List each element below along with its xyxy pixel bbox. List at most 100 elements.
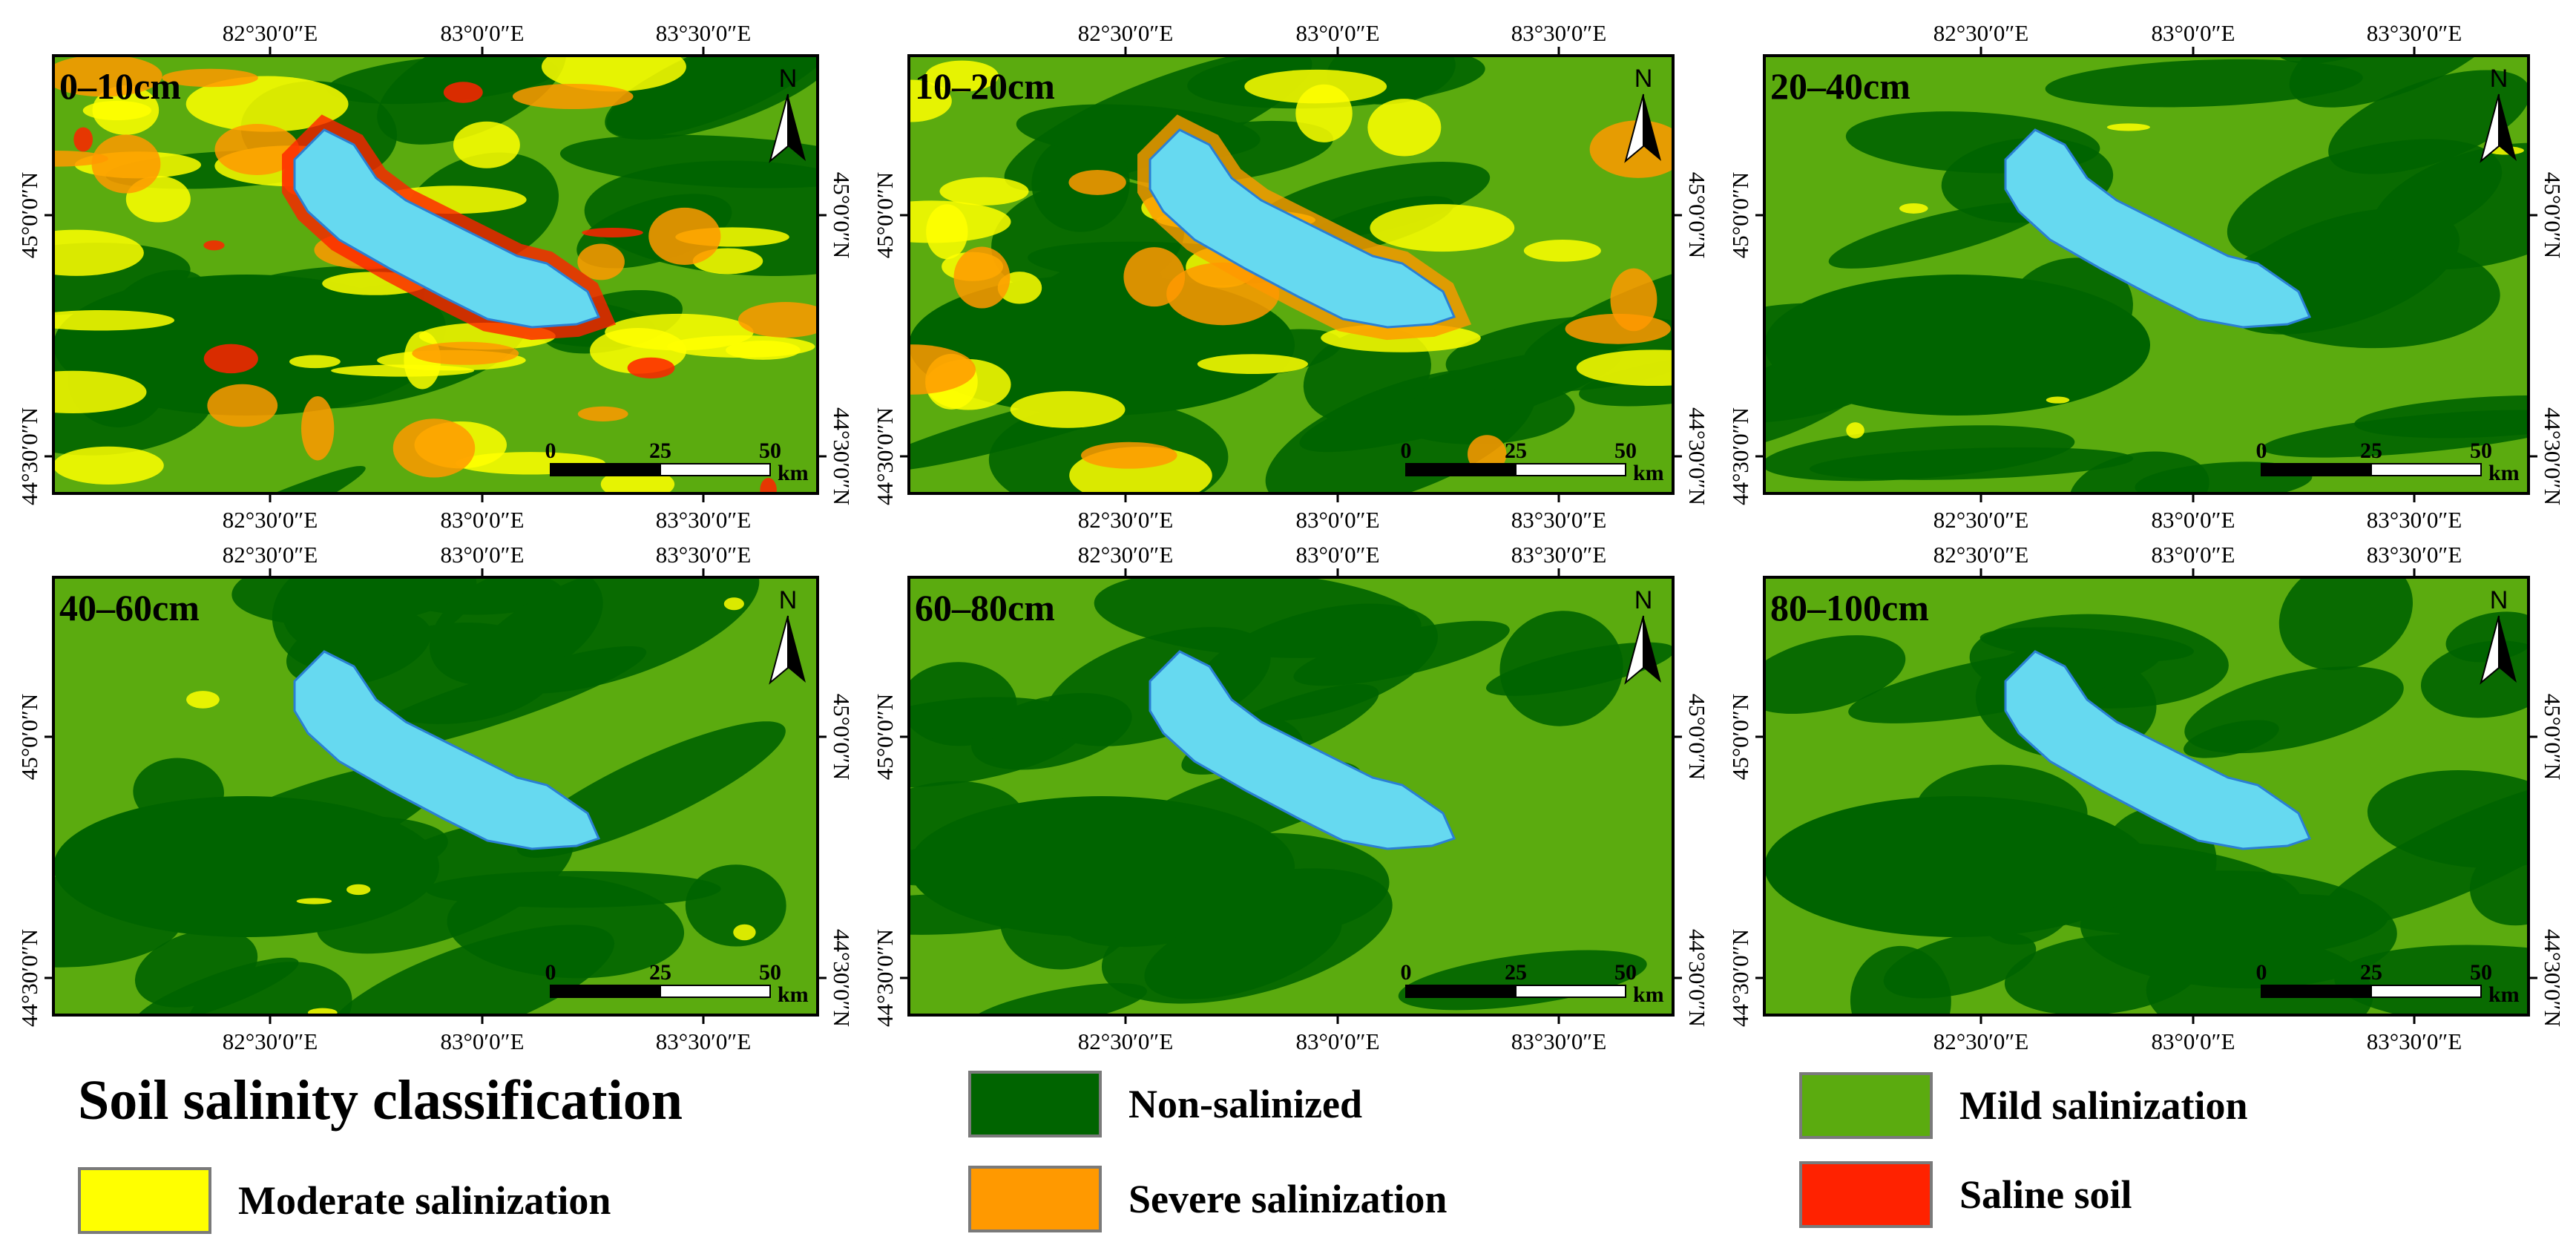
patch-severe xyxy=(412,341,519,365)
scale-tick-label: 50 xyxy=(2470,960,2492,985)
scale-tick-label: 25 xyxy=(1505,439,1527,463)
lake xyxy=(1149,128,1456,329)
patch-saline xyxy=(627,357,675,379)
lake xyxy=(2004,650,2312,850)
patch-moderate xyxy=(1010,391,1126,428)
patch-non-salinized xyxy=(1764,796,2150,937)
patch-severe xyxy=(1080,441,1177,469)
lat-label: 44°30′0″N xyxy=(829,407,855,505)
patch-non-salinized xyxy=(2354,395,2529,439)
lat-label: 44°30′0″N xyxy=(872,929,898,1027)
map-frame xyxy=(1763,54,2530,495)
lon-label: 83°30′0″E xyxy=(2367,1028,2462,1054)
scale-tick-label: 0 xyxy=(545,439,556,463)
lat-label: 45°0′0″N xyxy=(1727,172,1753,258)
patch-non-salinized xyxy=(1499,611,1623,726)
lon-label: 82°30′0″E xyxy=(1933,507,2029,533)
scale-tick-label: 25 xyxy=(2360,439,2382,463)
lon-label: 83°30′0″E xyxy=(1511,20,1607,46)
patch-non-salinized xyxy=(2334,945,2529,1015)
patch-saline xyxy=(203,344,258,374)
lat-label: 45°0′0″N xyxy=(872,694,898,780)
lake xyxy=(1149,650,1456,850)
patch-severe xyxy=(214,124,300,175)
lat-label: 44°30′0″N xyxy=(1684,407,1710,505)
lat-label: 45°0′0″N xyxy=(1727,694,1753,780)
patch-severe xyxy=(301,395,335,461)
map-frame xyxy=(1763,576,2530,1017)
scale-tick-label: 0 xyxy=(2256,960,2267,985)
patch-moderate xyxy=(453,121,520,168)
patch-moderate xyxy=(909,79,952,122)
svg-text:N: N xyxy=(1634,586,1653,614)
lat-label: 45°0′0″N xyxy=(16,694,42,780)
legend-swatch-severe xyxy=(968,1166,1102,1232)
lon-label: 83°30′0″E xyxy=(656,1028,752,1054)
lon-label: 82°30′0″E xyxy=(1078,542,1174,568)
patch-non-salinized xyxy=(2045,59,2363,108)
patch-moderate xyxy=(186,691,220,709)
lon-label: 83°0′0″E xyxy=(2151,542,2235,568)
lat-label: 45°0′0″N xyxy=(829,172,855,258)
patch-non-salinized xyxy=(53,796,439,937)
patch-non-salinized xyxy=(1144,902,1342,999)
patch-moderate xyxy=(1576,349,1673,387)
lon-label: 82°30′0″E xyxy=(223,542,318,568)
patch-severe xyxy=(577,406,628,421)
legend-label-moderate: Moderate salinization xyxy=(238,1178,611,1223)
scale-tick-label: 0 xyxy=(2256,439,2267,463)
patch-moderate xyxy=(733,924,756,941)
patch-non-salinized xyxy=(53,275,439,416)
patch-non-salinized xyxy=(1579,354,1673,407)
scale-tick-label: 25 xyxy=(649,960,671,985)
patch-moderate xyxy=(346,884,371,896)
patch-moderate xyxy=(185,76,349,132)
lat-label: 44°30′0″N xyxy=(1684,929,1710,1027)
depth-label: 20–40cm xyxy=(1770,65,1910,107)
lon-label: 82°30′0″E xyxy=(1933,20,2029,46)
map-frame xyxy=(907,54,1675,495)
lon-label: 82°30′0″E xyxy=(1078,1028,1174,1054)
lon-label: 83°0′0″E xyxy=(440,542,524,568)
lat-label: 44°30′0″N xyxy=(16,929,42,1027)
legend-label-mild: Mild salinization xyxy=(1959,1083,2248,1128)
patch-moderate xyxy=(53,229,144,276)
legend-swatch-moderate xyxy=(78,1167,211,1234)
svg-text:N: N xyxy=(2490,586,2508,614)
patch-non-salinized xyxy=(606,56,818,138)
lat-label: 44°30′0″N xyxy=(829,929,855,1027)
lat-label: 45°0′0″N xyxy=(1684,694,1710,780)
patch-moderate xyxy=(1367,99,1442,157)
patch-severe xyxy=(53,56,162,97)
legend-item-non-salinized: Non-salinized xyxy=(968,1068,1362,1140)
scale-tick-label: 25 xyxy=(1505,960,1527,985)
scale-unit: km xyxy=(1633,982,1664,1007)
patch-moderate xyxy=(1295,84,1353,142)
depth-label: 0–10cm xyxy=(59,65,181,107)
patch-severe xyxy=(162,68,258,88)
patch-moderate xyxy=(82,100,152,121)
patch-non-salinized xyxy=(909,662,1017,746)
patch-non-salinized xyxy=(135,957,299,1015)
patch-moderate xyxy=(1197,354,1308,374)
patch-non-salinized xyxy=(1764,635,1906,715)
scale-tick-label: 50 xyxy=(759,960,781,985)
lake xyxy=(293,650,601,850)
lon-label: 83°0′0″E xyxy=(1295,1028,1379,1054)
patch-moderate xyxy=(723,597,744,611)
patch-moderate xyxy=(53,309,174,331)
north-arrow-icon: N xyxy=(769,586,806,685)
patch-moderate xyxy=(926,204,968,260)
depth-label: 80–100cm xyxy=(1770,587,1929,628)
scale-tick-label: 0 xyxy=(1401,960,1412,985)
patch-moderate xyxy=(925,60,999,92)
patch-moderate xyxy=(2046,396,2070,404)
patch-moderate xyxy=(1523,240,1601,262)
